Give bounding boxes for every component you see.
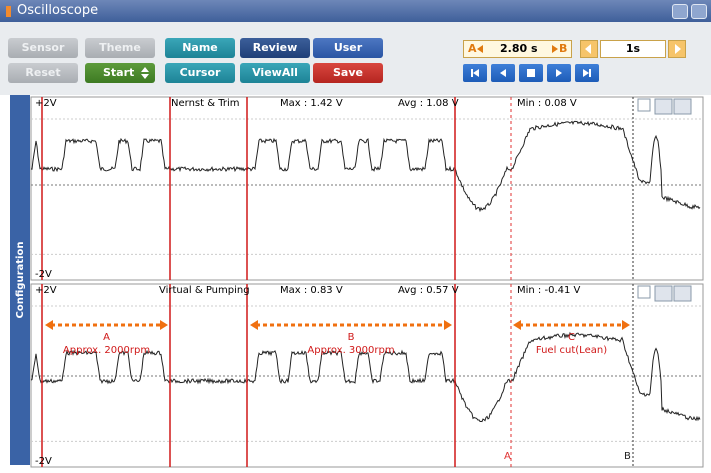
a-arrow <box>477 45 483 53</box>
cursor-button[interactable]: Cursor <box>165 63 235 83</box>
menu-button[interactable] <box>691 4 707 19</box>
last-button[interactable] <box>575 64 599 82</box>
max-value: Max : 0.83 V <box>280 285 343 296</box>
step-down-icon <box>585 44 591 54</box>
start-button[interactable]: Start <box>85 63 155 83</box>
next-button[interactable] <box>547 64 571 82</box>
span-text: Approx. 3000rpm <box>307 345 394 356</box>
avg-value: Avg : 0.57 V <box>398 285 459 296</box>
plot-frame <box>30 96 704 281</box>
window-title: Oscilloscope <box>17 3 99 18</box>
min-value: Min : -0.41 V <box>517 285 581 296</box>
panel-tool <box>637 98 651 112</box>
panel-tool <box>673 285 692 302</box>
step-field[interactable]: 1s <box>600 40 666 58</box>
start-label: Start <box>103 66 135 79</box>
restore-button[interactable] <box>672 4 688 19</box>
title-bar: Oscilloscope <box>0 0 711 22</box>
viewall-button[interactable]: ViewAll <box>240 63 310 83</box>
step-down[interactable] <box>580 40 598 58</box>
top-scale: +2V <box>35 98 57 109</box>
stop-button[interactable] <box>519 64 543 82</box>
b-arrow <box>552 45 558 53</box>
bottom-scale: -2V <box>35 269 52 280</box>
icon <box>500 69 506 77</box>
sensor-button[interactable]: Sensor <box>8 38 78 58</box>
panel-tool <box>654 98 673 115</box>
b-label: B <box>559 42 568 55</box>
review-button[interactable]: Review <box>240 38 310 58</box>
waveform <box>30 331 701 423</box>
scope-area: Configuration +2V -2V Nernst & Trim Max : 1… <box>0 95 711 473</box>
icon <box>583 69 591 77</box>
span-letter: B <box>348 332 355 343</box>
spin-icon <box>141 67 149 79</box>
top-scale: +2V <box>35 285 57 296</box>
cursor-a-label: A <box>504 451 511 462</box>
time-window: A 2.80 s B <box>463 40 572 58</box>
max-value: Max : 1.42 V <box>280 98 343 109</box>
prev-button[interactable] <box>491 64 515 82</box>
step-up-icon <box>675 44 681 54</box>
a-label: A <box>468 42 477 55</box>
sidebar[interactable] <box>10 95 30 465</box>
avg-value: Avg : 1.08 V <box>398 98 459 109</box>
span-letter: A <box>103 332 110 343</box>
waveform <box>30 120 701 213</box>
panel-tool <box>654 285 673 302</box>
span-text: Approx. 2000rpm <box>63 345 150 356</box>
channel-name: Virtual & Pumping <box>159 285 250 296</box>
name-button[interactable]: Name <box>165 38 235 58</box>
save-button[interactable]: Save <box>313 63 383 83</box>
span-letter: C <box>568 332 575 343</box>
first-button[interactable] <box>463 64 487 82</box>
icon <box>527 69 535 77</box>
icon <box>556 69 562 77</box>
theme-button[interactable]: Theme <box>85 38 155 58</box>
span-text: Fuel cut(Lean) <box>536 345 607 356</box>
sidebar-label: Configuration <box>15 242 26 319</box>
cursor-b-label: B <box>624 451 631 462</box>
icon <box>471 69 479 77</box>
user-setting-button[interactable]: User Setting <box>313 38 383 74</box>
panel-tool <box>673 98 692 115</box>
channel-name: Nernst & Trim <box>171 98 239 109</box>
time-value: 2.80 s <box>500 42 538 55</box>
panel-tool <box>637 285 651 299</box>
bottom-scale: -2V <box>35 456 52 467</box>
reset-button[interactable]: Reset <box>8 63 78 83</box>
step-up[interactable] <box>668 40 686 58</box>
min-value: Min : 0.08 V <box>517 98 577 109</box>
